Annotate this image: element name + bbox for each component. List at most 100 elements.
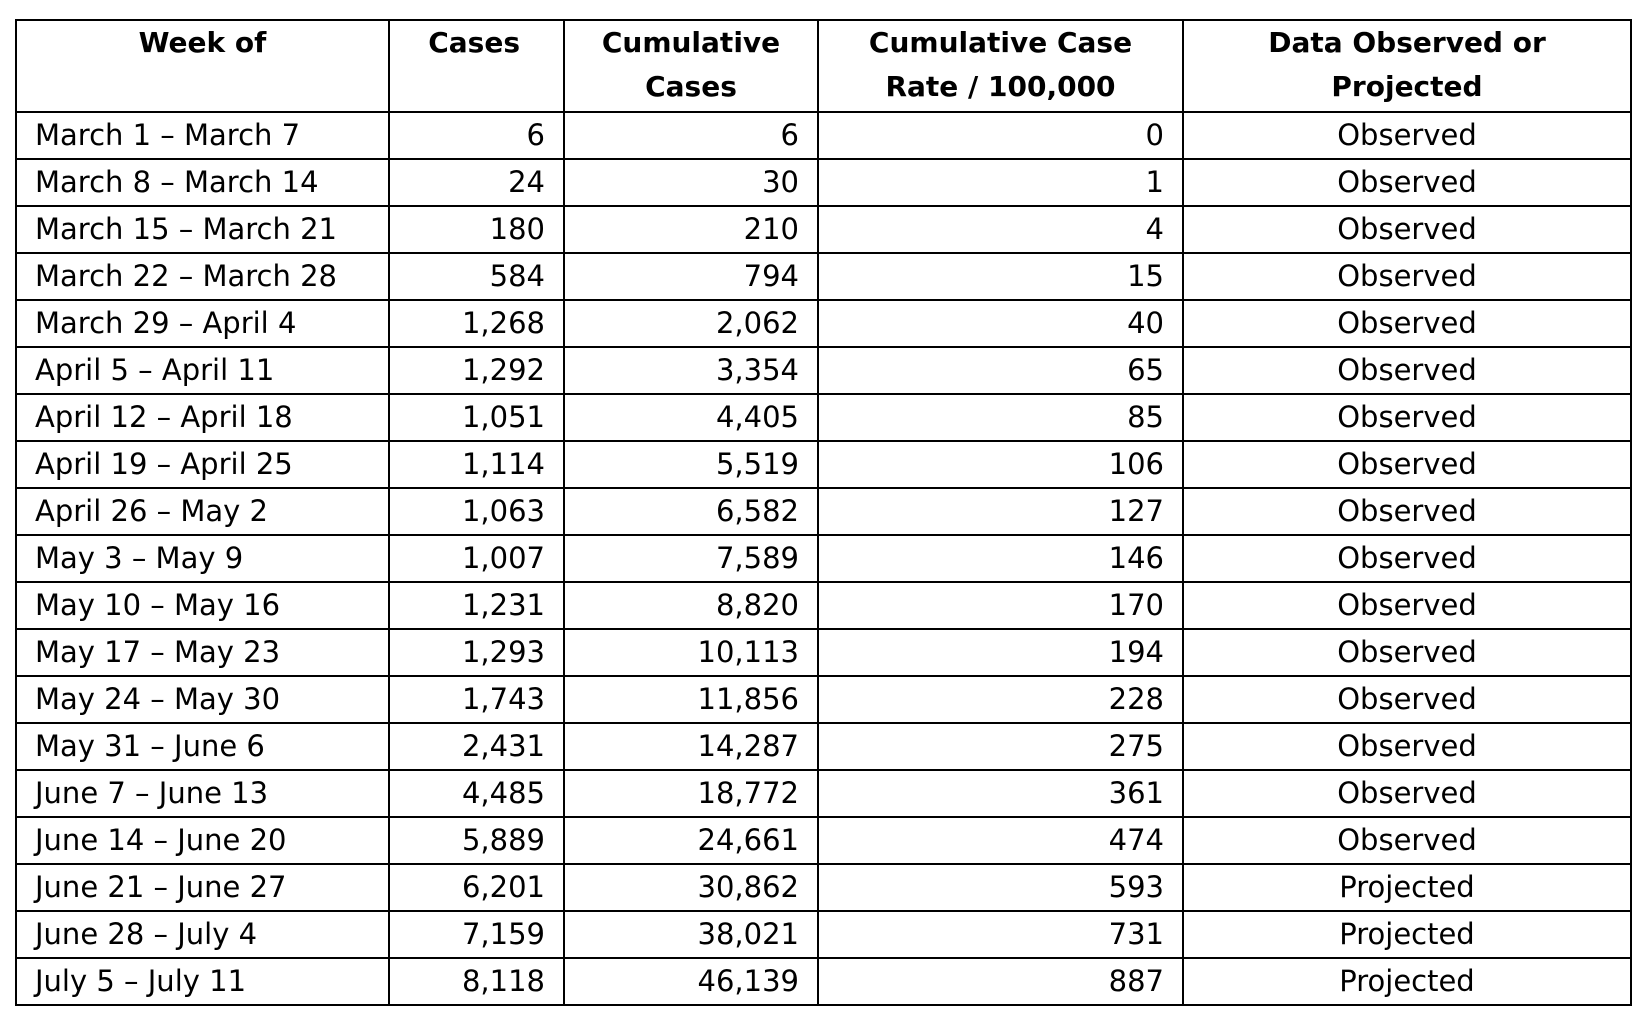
- status-cell: Observed: [1182, 299, 1632, 348]
- cases-cell: 1,231: [388, 581, 565, 630]
- cases-cell: 1,743: [388, 675, 565, 724]
- case-rate-cell: 146: [817, 534, 1184, 583]
- table-row: March 22 – March 28 584 794 15 Observed: [15, 252, 1632, 301]
- table-row: June 21 – June 27 6,201 30,862 593 Projected: [15, 863, 1632, 912]
- header-cumulative-cases: Cumulative Cases: [563, 19, 819, 113]
- status-cell: Observed: [1182, 675, 1632, 724]
- case-rate-cell: 887: [817, 957, 1184, 1006]
- cumulative-cases-cell: 7,589: [563, 534, 819, 583]
- case-rate-cell: 194: [817, 628, 1184, 677]
- table-row: May 24 – May 30 1,743 11,856 228 Observed: [15, 675, 1632, 724]
- cumulative-cases-cell: 6: [563, 111, 819, 160]
- cumulative-cases-cell: 8,820: [563, 581, 819, 630]
- case-rate-cell: 228: [817, 675, 1184, 724]
- status-cell: Observed: [1182, 487, 1632, 536]
- cumulative-cases-cell: 30,862: [563, 863, 819, 912]
- table-row: April 26 – May 2 1,063 6,582 127 Observed: [15, 487, 1632, 536]
- cases-cell: 5,889: [388, 816, 565, 865]
- table-row: April 12 – April 18 1,051 4,405 85 Observed: [15, 393, 1632, 442]
- cumulative-cases-cell: 18,772: [563, 769, 819, 818]
- case-rate-cell: 474: [817, 816, 1184, 865]
- case-rate-cell: 275: [817, 722, 1184, 771]
- case-rate-cell: 1: [817, 158, 1184, 207]
- table-row: April 5 – April 11 1,292 3,354 65 Observed: [15, 346, 1632, 395]
- header-cases: Cases: [388, 19, 565, 113]
- table-row: June 28 – July 4 7,159 38,021 731 Projected: [15, 910, 1632, 959]
- status-cell: Observed: [1182, 440, 1632, 489]
- status-cell: Observed: [1182, 534, 1632, 583]
- header-observed-or-projected: Data Observed or Projected: [1182, 19, 1632, 113]
- cumulative-cases-cell: 4,405: [563, 393, 819, 442]
- cases-cell: 2,431: [388, 722, 565, 771]
- header-cumulative-case-rate: Cumulative Case Rate / 100,000: [817, 19, 1184, 113]
- status-cell: Observed: [1182, 769, 1632, 818]
- table-row: May 31 – June 6 2,431 14,287 275 Observed: [15, 722, 1632, 771]
- cumulative-cases-cell: 210: [563, 205, 819, 254]
- week-cell: March 29 – April 4: [15, 299, 390, 348]
- table-row: March 29 – April 4 1,268 2,062 40 Observed: [15, 299, 1632, 348]
- week-cell: March 8 – March 14: [15, 158, 390, 207]
- case-rate-cell: 361: [817, 769, 1184, 818]
- table-row: March 8 – March 14 24 30 1 Observed: [15, 158, 1632, 207]
- status-cell: Observed: [1182, 158, 1632, 207]
- cases-cell: 24: [388, 158, 565, 207]
- week-cell: April 5 – April 11: [15, 346, 390, 395]
- cases-cell: 180: [388, 205, 565, 254]
- table-row: May 3 – May 9 1,007 7,589 146 Observed: [15, 534, 1632, 583]
- case-rate-cell: 40: [817, 299, 1184, 348]
- header-week-of: Week of: [15, 19, 390, 113]
- status-cell: Projected: [1182, 910, 1632, 959]
- week-cell: March 15 – March 21: [15, 205, 390, 254]
- case-rate-cell: 0: [817, 111, 1184, 160]
- cases-cell: 1,114: [388, 440, 565, 489]
- table-row: May 17 – May 23 1,293 10,113 194 Observed: [15, 628, 1632, 677]
- cumulative-cases-cell: 11,856: [563, 675, 819, 724]
- table-row: June 14 – June 20 5,889 24,661 474 Observed: [15, 816, 1632, 865]
- case-rate-cell: 170: [817, 581, 1184, 630]
- table-row: March 1 – March 7 6 6 0 Observed: [15, 111, 1632, 160]
- table-row: April 19 – April 25 1,114 5,519 106 Observed: [15, 440, 1632, 489]
- cases-cell: 6,201: [388, 863, 565, 912]
- status-cell: Observed: [1182, 722, 1632, 771]
- week-cell: March 1 – March 7: [15, 111, 390, 160]
- status-cell: Observed: [1182, 581, 1632, 630]
- case-rate-cell: 593: [817, 863, 1184, 912]
- week-cell: April 26 – May 2: [15, 487, 390, 536]
- cumulative-cases-cell: 2,062: [563, 299, 819, 348]
- week-cell: June 14 – June 20: [15, 816, 390, 865]
- week-cell: May 31 – June 6: [15, 722, 390, 771]
- status-cell: Observed: [1182, 628, 1632, 677]
- cumulative-cases-cell: 24,661: [563, 816, 819, 865]
- cases-cell: 6: [388, 111, 565, 160]
- week-cell: May 10 – May 16: [15, 581, 390, 630]
- cases-cell: 1,007: [388, 534, 565, 583]
- week-cell: June 7 – June 13: [15, 769, 390, 818]
- cases-cell: 7,159: [388, 910, 565, 959]
- status-cell: Projected: [1182, 957, 1632, 1006]
- week-cell: July 5 – July 11: [15, 957, 390, 1006]
- cases-cell: 8,118: [388, 957, 565, 1006]
- table-row: July 5 – July 11 8,118 46,139 887 Projected: [15, 957, 1632, 1006]
- cumulative-cases-cell: 10,113: [563, 628, 819, 677]
- week-cell: June 21 – June 27: [15, 863, 390, 912]
- case-rate-cell: 731: [817, 910, 1184, 959]
- cumulative-cases-cell: 14,287: [563, 722, 819, 771]
- cases-cell: 584: [388, 252, 565, 301]
- table-body: March 1 – March 7 6 6 0 Observed March 8 – Ma…: [15, 111, 1632, 1006]
- status-cell: Observed: [1182, 111, 1632, 160]
- cases-cell: 1,292: [388, 346, 565, 395]
- cases-cell: 4,485: [388, 769, 565, 818]
- case-rate-cell: 4: [817, 205, 1184, 254]
- cumulative-cases-cell: 30: [563, 158, 819, 207]
- cases-cell: 1,293: [388, 628, 565, 677]
- header-row: Week of Cases Cumulative Cases Cumulativ…: [15, 19, 1632, 113]
- week-cell: April 12 – April 18: [15, 393, 390, 442]
- cumulative-cases-cell: 794: [563, 252, 819, 301]
- case-rate-cell: 127: [817, 487, 1184, 536]
- status-cell: Observed: [1182, 205, 1632, 254]
- cases-cell: 1,268: [388, 299, 565, 348]
- week-cell: May 24 – May 30: [15, 675, 390, 724]
- week-cell: May 3 – May 9: [15, 534, 390, 583]
- week-cell: June 28 – July 4: [15, 910, 390, 959]
- status-cell: Projected: [1182, 863, 1632, 912]
